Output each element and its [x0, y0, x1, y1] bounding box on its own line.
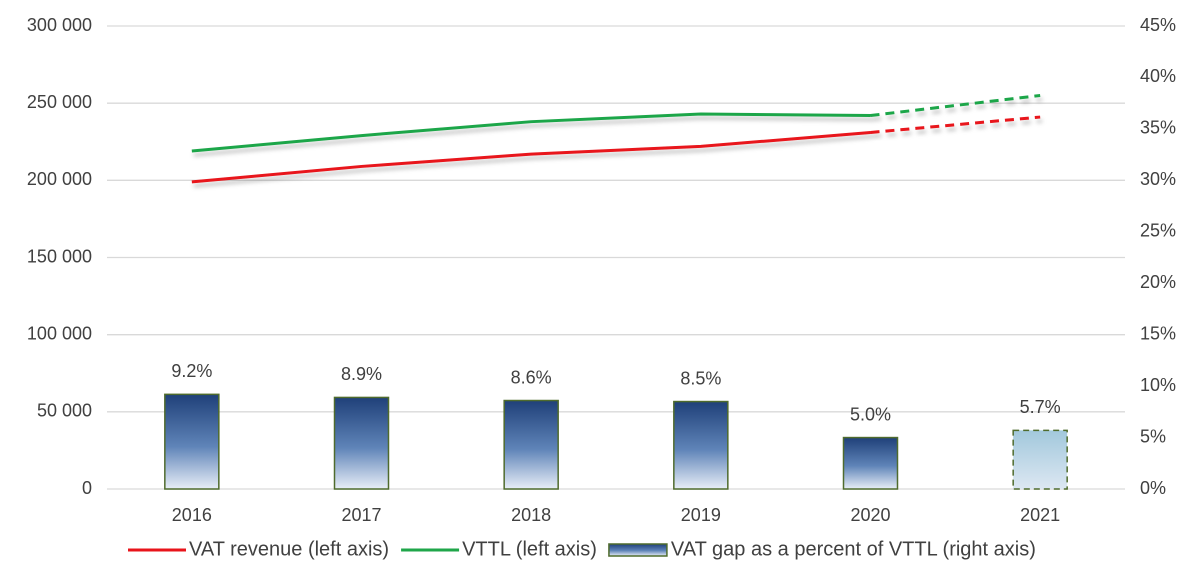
x-tick-label: 2019 [681, 505, 721, 525]
y-tick-label: 0 [82, 478, 92, 498]
data-label: 8.5% [680, 368, 721, 388]
legend: VAT revenue (left axis) VTTL (left axis) V… [128, 538, 1036, 560]
x-tick-label: 2018 [511, 505, 551, 525]
bar [503, 399, 559, 490]
line-projected [870, 93, 1041, 118]
legend-label: VAT revenue (left axis) [189, 538, 389, 560]
y2-tick-label: 40% [1140, 66, 1176, 86]
y2-tick-label: 10% [1140, 375, 1176, 395]
legend-label: VTTL (left axis) [462, 538, 597, 560]
data-label: 8.6% [511, 367, 552, 387]
line-projected [870, 115, 1041, 134]
y2-tick-label: 0% [1140, 478, 1166, 498]
data-label: 8.9% [341, 364, 382, 384]
y-tick-label: 100 000 [27, 323, 92, 343]
bar [1012, 429, 1068, 490]
y2-tick-label: 35% [1140, 118, 1176, 138]
line [191, 130, 871, 184]
y2-tick-label: 45% [1140, 15, 1176, 35]
legend-swatch [608, 543, 668, 557]
y2-tick-label: 25% [1140, 221, 1176, 241]
y-tick-label: 150 000 [27, 246, 92, 266]
y-tick-label: 250 000 [27, 92, 92, 112]
y2-tick-label: 30% [1140, 169, 1176, 189]
y-tick-label: 50 000 [37, 401, 92, 421]
line [191, 112, 871, 153]
x-tick-label: 2017 [341, 505, 381, 525]
bar [842, 436, 899, 490]
y2-tick-label: 20% [1140, 272, 1176, 292]
y2-tick-label: 15% [1140, 323, 1176, 343]
x-tick-label: 2020 [850, 505, 890, 525]
y2-tick-label: 5% [1140, 426, 1166, 446]
x-tick-label: 2016 [172, 505, 212, 525]
y-tick-label: 300 000 [27, 15, 92, 35]
data-label: 5.0% [850, 404, 891, 424]
bar [673, 400, 729, 490]
data-label: 9.2% [171, 361, 212, 381]
y-tick-label: 200 000 [27, 169, 92, 189]
bar [164, 393, 220, 490]
legend-label: VAT gap as a percent of VTTL (right axis… [671, 538, 1036, 560]
bar [333, 396, 390, 490]
x-tick-label: 2021 [1020, 505, 1060, 525]
data-label: 5.7% [1020, 397, 1061, 417]
